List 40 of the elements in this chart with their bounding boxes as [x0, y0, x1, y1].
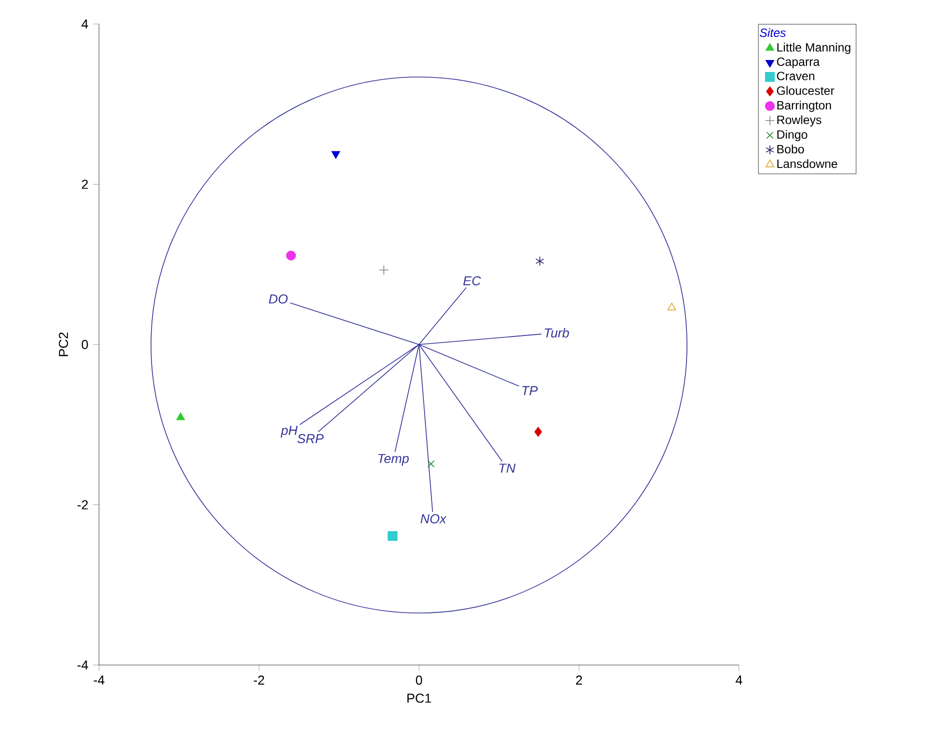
y-tick-label: -2	[77, 500, 88, 510]
legend-label: Rowleys	[777, 115, 822, 127]
x-tick-label: 0	[416, 676, 422, 685]
point	[536, 256, 544, 266]
point	[388, 531, 398, 541]
legend-label: Little Manning	[777, 42, 850, 54]
point	[534, 426, 542, 437]
x-tick-label: -4	[94, 676, 104, 684]
legend-label: Bobo	[777, 144, 804, 154]
x-tick-label: 2	[576, 676, 582, 685]
y-tick-label: 2	[82, 180, 88, 189]
legend-label: Caparra	[777, 57, 820, 68]
point	[427, 460, 435, 468]
legend-label: Gloucester	[777, 86, 834, 95]
y-tick-label: 4	[82, 20, 88, 28]
series-label: TP	[522, 386, 538, 396]
series-label: Turb	[544, 328, 569, 338]
y-tick-label: -4	[77, 660, 88, 670]
point	[286, 250, 296, 260]
legend-label: Dingo	[777, 130, 808, 142]
series-label: TN	[499, 464, 516, 473]
y-axis-title: PC2	[58, 332, 68, 356]
x-tick-label: 4	[736, 676, 742, 684]
series-label: DO	[268, 294, 288, 304]
point	[378, 265, 389, 275]
point	[176, 412, 185, 420]
legend-label: Barrington	[777, 100, 831, 112]
series-label: Temp	[378, 454, 409, 466]
y-tick-label: 0	[82, 340, 88, 350]
legend-label: Lansdowne	[777, 159, 838, 168]
series-label: NOx	[420, 514, 447, 524]
legend-title: Sites	[760, 28, 786, 38]
x-tick-label: -2	[254, 676, 264, 685]
series-label: SRP	[297, 434, 324, 444]
point	[668, 302, 676, 310]
point	[332, 151, 340, 159]
legend-label: Craven	[777, 72, 814, 80]
x-axis-title: PC1	[407, 694, 432, 703]
series-label: EC	[463, 276, 482, 286]
series-label: pH	[280, 426, 298, 438]
